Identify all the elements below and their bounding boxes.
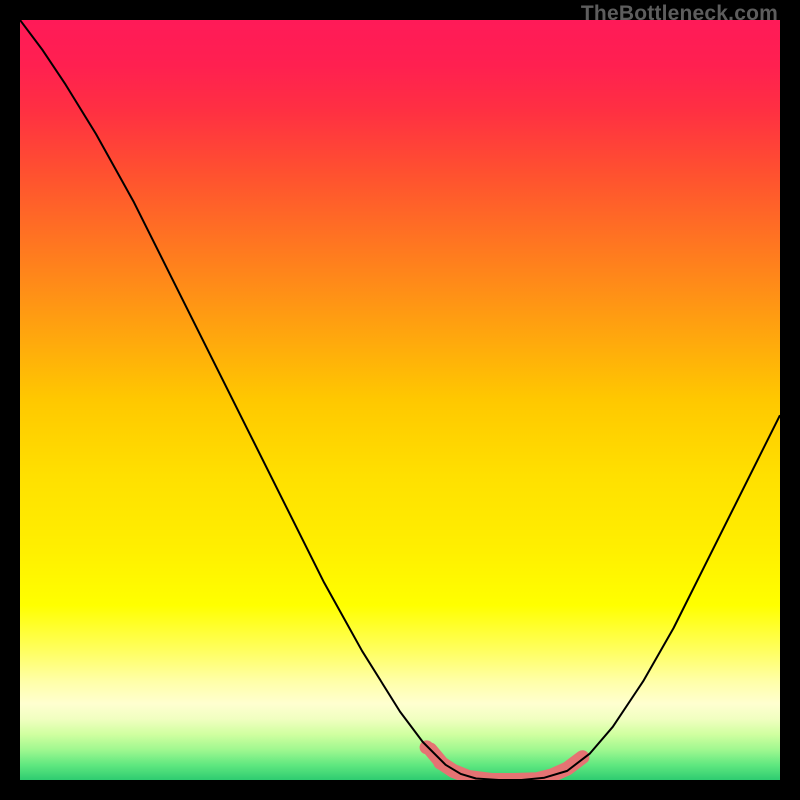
- plot-area: [20, 20, 780, 780]
- chart-frame: TheBottleneck.com: [0, 0, 800, 800]
- bottleneck-curve: [20, 20, 780, 780]
- watermark-text: TheBottleneck.com: [581, 2, 778, 26]
- highlight-segment: [430, 750, 582, 780]
- curve-layer: [20, 20, 780, 780]
